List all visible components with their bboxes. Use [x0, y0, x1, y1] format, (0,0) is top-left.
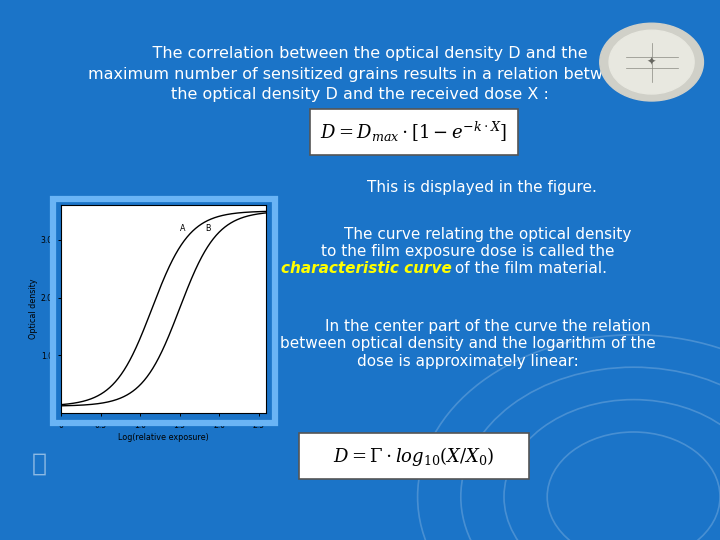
Text: $D = \Gamma \cdot log_{10}(X/X_0)$: $D = \Gamma \cdot log_{10}(X/X_0)$ [333, 445, 495, 468]
Text: the optical density D and the received dose X :: the optical density D and the received d… [171, 87, 549, 103]
Text: A: A [179, 224, 185, 233]
Text: characteristic curve: characteristic curve [281, 261, 451, 276]
Circle shape [609, 30, 694, 94]
Text: between optical density and the logarithm of the: between optical density and the logarith… [280, 336, 656, 352]
Text: maximum number of sensitized grains results in a relation between: maximum number of sensitized grains resu… [88, 68, 632, 83]
Circle shape [600, 23, 703, 101]
Text: B: B [204, 224, 210, 233]
Y-axis label: Optical density: Optical density [29, 279, 38, 340]
Text: In the center part of the curve the relation: In the center part of the curve the rela… [286, 319, 650, 334]
Text: dose is approximately linear:: dose is approximately linear: [357, 354, 579, 369]
FancyBboxPatch shape [310, 109, 518, 156]
Text: to the film exposure dose is called the: to the film exposure dose is called the [321, 244, 615, 259]
Text: ✦: ✦ [647, 57, 657, 67]
Text: This is displayed in the figure.: This is displayed in the figure. [367, 180, 598, 195]
Text: ⛩: ⛩ [32, 451, 47, 475]
Text: $D = D_{max} \cdot [1 - e^{-k \cdot X}]$: $D = D_{max} \cdot [1 - e^{-k \cdot X}]$ [320, 120, 508, 144]
Text: The curve relating the optical density: The curve relating the optical density [305, 227, 631, 242]
Text: The correlation between the optical density D and the: The correlation between the optical dens… [132, 46, 588, 61]
X-axis label: Log(relative exposure): Log(relative exposure) [118, 433, 210, 442]
FancyBboxPatch shape [299, 433, 529, 480]
Text: of the film material.: of the film material. [450, 261, 607, 276]
